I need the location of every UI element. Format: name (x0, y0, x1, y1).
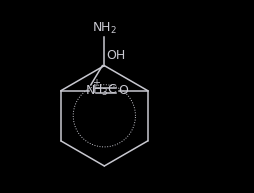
Text: NH$_2$: NH$_2$ (91, 21, 116, 36)
Text: +: + (92, 78, 100, 88)
Text: H$_3$C: H$_3$C (92, 83, 117, 98)
Text: OH: OH (106, 49, 125, 62)
Text: O: O (117, 84, 127, 97)
Text: N: N (86, 84, 95, 97)
